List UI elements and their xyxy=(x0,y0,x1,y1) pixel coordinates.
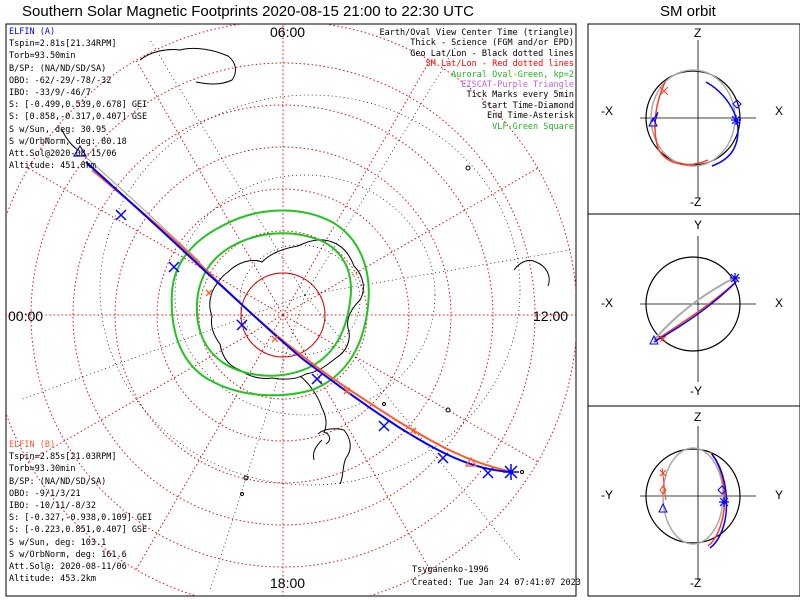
elfin-a-track xyxy=(85,161,513,473)
new-zealand-coastline xyxy=(61,129,79,151)
time-label-right: 12:00 xyxy=(533,308,569,324)
south-america-coastline xyxy=(313,428,351,485)
elfin-a-line: S: [0.858,-0.317,0.407] GSE xyxy=(9,112,148,123)
elfin-b-line: Altitude: 453.2km xyxy=(9,574,96,585)
orbit-axis-label: X xyxy=(775,296,784,310)
elfin-a-line: Tspin=2.81s[21.34RPM] xyxy=(9,39,117,50)
elfin-a-line: Torb=93.50min xyxy=(9,51,76,62)
map-frame xyxy=(5,23,577,597)
elfin-b-line: S: [-0.223,0.851,0.407] GSE xyxy=(9,525,148,536)
legend-item: End Time-Asterisk xyxy=(487,111,574,122)
elfin-a-ticks xyxy=(115,209,494,479)
sm-meridians xyxy=(6,24,576,596)
elfin-a-info: ELFIN (A) Tspin=2.81s[21.34RPM] Torb=93.… xyxy=(9,26,147,172)
legend: Earth/Oval View Center Time (triangle) T… xyxy=(380,28,574,132)
elfin-a-line: OBO: -62/-29/-78/-32 xyxy=(9,75,112,86)
legend-item: Earth/Oval View Center Time (triangle) xyxy=(379,28,574,38)
islands xyxy=(240,165,524,496)
africa-coastline xyxy=(513,259,550,287)
auroral-oval-inner xyxy=(195,232,352,377)
orbit-axis-label: Z xyxy=(694,410,702,424)
elfin-a-line: S: [-0.499,0.539,0.678] GEI xyxy=(9,100,148,111)
elfin-b-line: IBO: -10/11/-8/32 xyxy=(9,501,96,512)
orbit-axis-label: -Z xyxy=(690,576,702,590)
start-triangle-a xyxy=(72,144,88,157)
legend-item: Auroral Oval-Green, kp=2 xyxy=(451,69,574,80)
elfin-b-track xyxy=(91,169,513,473)
elfin-a-line: S w/Sun, deg: 30.95 xyxy=(9,124,107,135)
orbit-panel-xy xyxy=(640,236,756,382)
antarctica-coastline xyxy=(209,239,364,380)
elfin-a-header: ELFIN (A) xyxy=(9,27,56,37)
elfin-b-line: S: [-0.327,-0.938,0.109] GEI xyxy=(9,513,153,524)
time-label-top: 06:00 xyxy=(270,24,306,40)
elfin-b-line: S w/OrbNorm, deg: 161.6 xyxy=(9,549,127,560)
legend-item: Geo Lat/Lon - Black dotted lines xyxy=(410,48,574,59)
australia-coastline xyxy=(139,47,236,85)
elfin-a-line: B/SP: (NA/ND/SD/SA) xyxy=(9,63,107,74)
legend-item: Thick - Science (FGM and/or EPD) xyxy=(410,38,574,49)
elfin-b-line: Tspin=2.85s[21.03RPM] xyxy=(9,452,117,463)
legend-item: Start Time-Diamond xyxy=(481,100,574,111)
legend-item: SM Lat/Lon - Red dotted lines xyxy=(425,59,574,70)
legend-item: EISCAT-Purple Triangle xyxy=(461,80,574,91)
model-credit: Tsyganenko-1996 xyxy=(412,565,489,575)
page-title: Southern Solar Magnetic Footprints 2020-… xyxy=(22,3,474,20)
created-timestamp: Created: Tue Jan 24 07:41:07 2023 xyxy=(412,578,581,588)
orbit-axis-label: Y xyxy=(775,488,784,502)
elfin-b-line: OBO: -9/1/3/21 xyxy=(9,488,81,499)
elfin-a-line: IBO: -33/9/-46/7 xyxy=(9,88,91,99)
geo-grid xyxy=(19,39,571,591)
elfin-b-info: ELFIN (B) Tspin=2.85s[21.03RPM] Torb=93.… xyxy=(9,439,152,585)
sm-pole-circle xyxy=(240,272,326,358)
orbit-title: SM orbit xyxy=(660,3,716,20)
orbit-axis-label: X xyxy=(775,104,784,118)
elfin-b-line: Torb=93.30min xyxy=(9,464,76,475)
elfin-b-header: ELFIN (B) xyxy=(9,440,56,450)
time-label-left: 00:00 xyxy=(8,308,44,324)
elfin-a-line: Att.Sol@2020-08-15/06 xyxy=(9,149,117,160)
elfin-b-line: B/SP: (NA/ND/SD/SA) xyxy=(9,476,107,487)
orbit-axis-label: -X xyxy=(601,104,613,118)
end-asterisk xyxy=(503,464,519,480)
start-triangle-b xyxy=(464,456,478,467)
antarctic-peninsula xyxy=(299,375,331,445)
orbit-axis-label: Y xyxy=(694,218,703,232)
elfin-b-line: S w/Sun, deg: 103.1 xyxy=(9,537,107,548)
legend-item: VLF-Green Square xyxy=(492,121,574,132)
orbit-axis-label: Z xyxy=(694,26,702,40)
orbit-axis-label: -Y xyxy=(690,384,702,398)
orbit-axis-label: -Y xyxy=(601,488,613,502)
elfin-a-line: Altitude: 451.8km xyxy=(9,161,96,172)
orbit-axis-label: -Z xyxy=(690,195,702,209)
time-label-bottom: 18:00 xyxy=(270,575,306,591)
legend-item: Tick Marks every 5min xyxy=(466,90,574,101)
elfin-a-line: S w/OrbNorm, deg: 80.18 xyxy=(9,136,127,147)
polar-map xyxy=(6,24,576,596)
orbit-panel-yz xyxy=(640,426,756,580)
orbit-panel-xz xyxy=(640,40,756,198)
orbit-frame xyxy=(587,23,800,597)
auroral-oval-outer xyxy=(170,209,370,397)
orbit-axis-label: -X xyxy=(601,296,613,310)
elfin-b-line: Att.Sol@: 2020-08-11/06 xyxy=(9,562,127,573)
